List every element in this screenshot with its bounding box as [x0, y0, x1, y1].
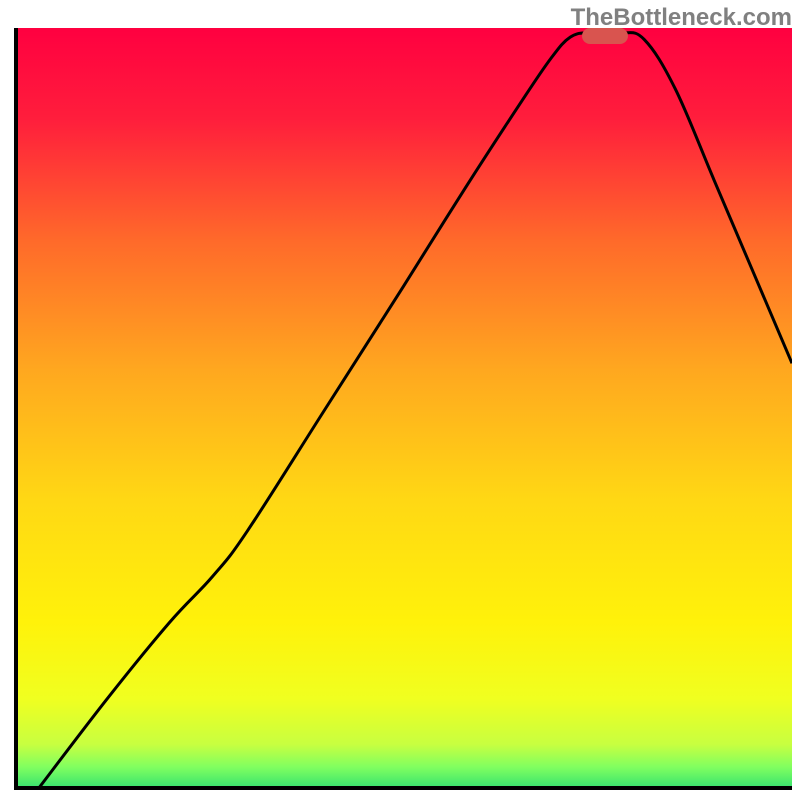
curve-svg	[14, 28, 792, 790]
bottleneck-curve	[37, 32, 792, 790]
chart-container: TheBottleneck.com	[0, 0, 800, 800]
plot-area	[14, 28, 792, 790]
watermark-text: TheBottleneck.com	[571, 4, 792, 32]
